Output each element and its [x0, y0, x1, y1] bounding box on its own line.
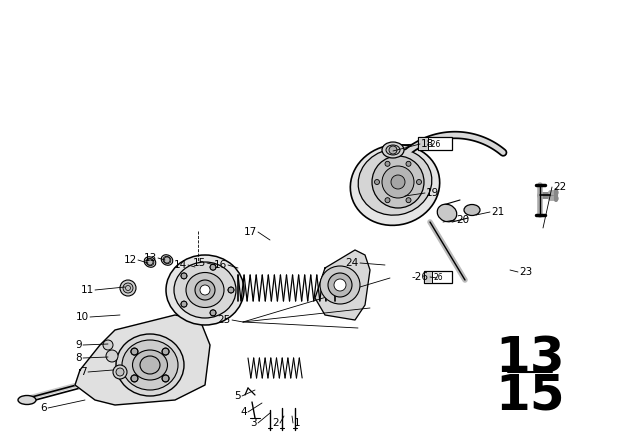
Circle shape: [406, 198, 411, 202]
Circle shape: [131, 348, 138, 355]
Text: 22: 22: [553, 182, 566, 192]
Circle shape: [374, 180, 380, 185]
Circle shape: [131, 375, 138, 382]
Text: 8: 8: [76, 353, 82, 363]
Text: 23: 23: [519, 267, 532, 277]
Ellipse shape: [464, 204, 480, 215]
Circle shape: [406, 161, 411, 166]
Circle shape: [228, 287, 234, 293]
Text: 21: 21: [491, 207, 504, 217]
Text: 1: 1: [294, 418, 301, 428]
Circle shape: [103, 340, 113, 350]
Ellipse shape: [166, 255, 244, 325]
Circle shape: [328, 273, 352, 297]
Polygon shape: [75, 315, 210, 405]
Circle shape: [334, 279, 346, 291]
Ellipse shape: [18, 396, 36, 405]
Text: 11: 11: [81, 285, 94, 295]
Circle shape: [195, 280, 215, 300]
Circle shape: [385, 161, 390, 166]
Text: 13: 13: [144, 253, 157, 263]
Ellipse shape: [358, 149, 432, 215]
Circle shape: [200, 285, 210, 295]
Bar: [424, 271, 452, 283]
Circle shape: [106, 350, 118, 362]
Text: 16: 16: [214, 260, 227, 270]
Text: 3: 3: [250, 418, 257, 428]
Ellipse shape: [350, 145, 440, 225]
Ellipse shape: [122, 340, 178, 390]
Text: 12: 12: [124, 255, 137, 265]
Ellipse shape: [437, 204, 457, 222]
Circle shape: [389, 146, 397, 154]
Bar: [418, 137, 452, 150]
Circle shape: [382, 166, 414, 198]
Ellipse shape: [140, 356, 160, 374]
Circle shape: [181, 273, 187, 279]
Text: 9: 9: [76, 340, 82, 350]
Ellipse shape: [174, 262, 236, 318]
Polygon shape: [315, 250, 370, 320]
Circle shape: [162, 348, 169, 355]
Circle shape: [120, 280, 136, 296]
Text: -26: -26: [429, 139, 442, 148]
Text: 15: 15: [193, 258, 206, 268]
Text: 20: 20: [456, 215, 469, 225]
Text: 14: 14: [173, 260, 187, 270]
Circle shape: [147, 259, 153, 265]
Text: 5: 5: [234, 391, 241, 401]
Circle shape: [385, 198, 390, 202]
Bar: [424, 271, 432, 283]
Circle shape: [210, 310, 216, 316]
Circle shape: [113, 365, 127, 379]
Ellipse shape: [386, 145, 400, 155]
Text: 24: 24: [346, 258, 359, 268]
Ellipse shape: [132, 350, 168, 380]
Circle shape: [164, 257, 170, 263]
Text: 7: 7: [81, 367, 87, 377]
Text: 13: 13: [495, 334, 565, 382]
Ellipse shape: [382, 142, 404, 158]
Circle shape: [417, 180, 422, 185]
Circle shape: [116, 368, 124, 376]
Text: -26: -26: [412, 272, 429, 282]
Ellipse shape: [186, 272, 224, 307]
Ellipse shape: [320, 266, 360, 304]
Text: 18: 18: [421, 139, 435, 149]
Ellipse shape: [161, 255, 173, 265]
Circle shape: [162, 375, 169, 382]
Circle shape: [181, 301, 187, 307]
Ellipse shape: [116, 334, 184, 396]
Bar: [418, 137, 428, 150]
Ellipse shape: [144, 257, 156, 267]
Text: 10: 10: [76, 312, 89, 322]
Text: 17: 17: [244, 227, 257, 237]
Circle shape: [391, 175, 405, 189]
Circle shape: [210, 264, 216, 270]
Text: 4: 4: [241, 407, 247, 417]
Text: 25: 25: [218, 315, 231, 325]
Text: 6: 6: [40, 403, 47, 413]
Text: 2: 2: [273, 418, 279, 428]
Text: 19: 19: [426, 188, 439, 198]
Text: 26: 26: [433, 272, 443, 281]
Circle shape: [123, 283, 133, 293]
Circle shape: [372, 156, 424, 208]
Text: 15: 15: [495, 371, 565, 419]
